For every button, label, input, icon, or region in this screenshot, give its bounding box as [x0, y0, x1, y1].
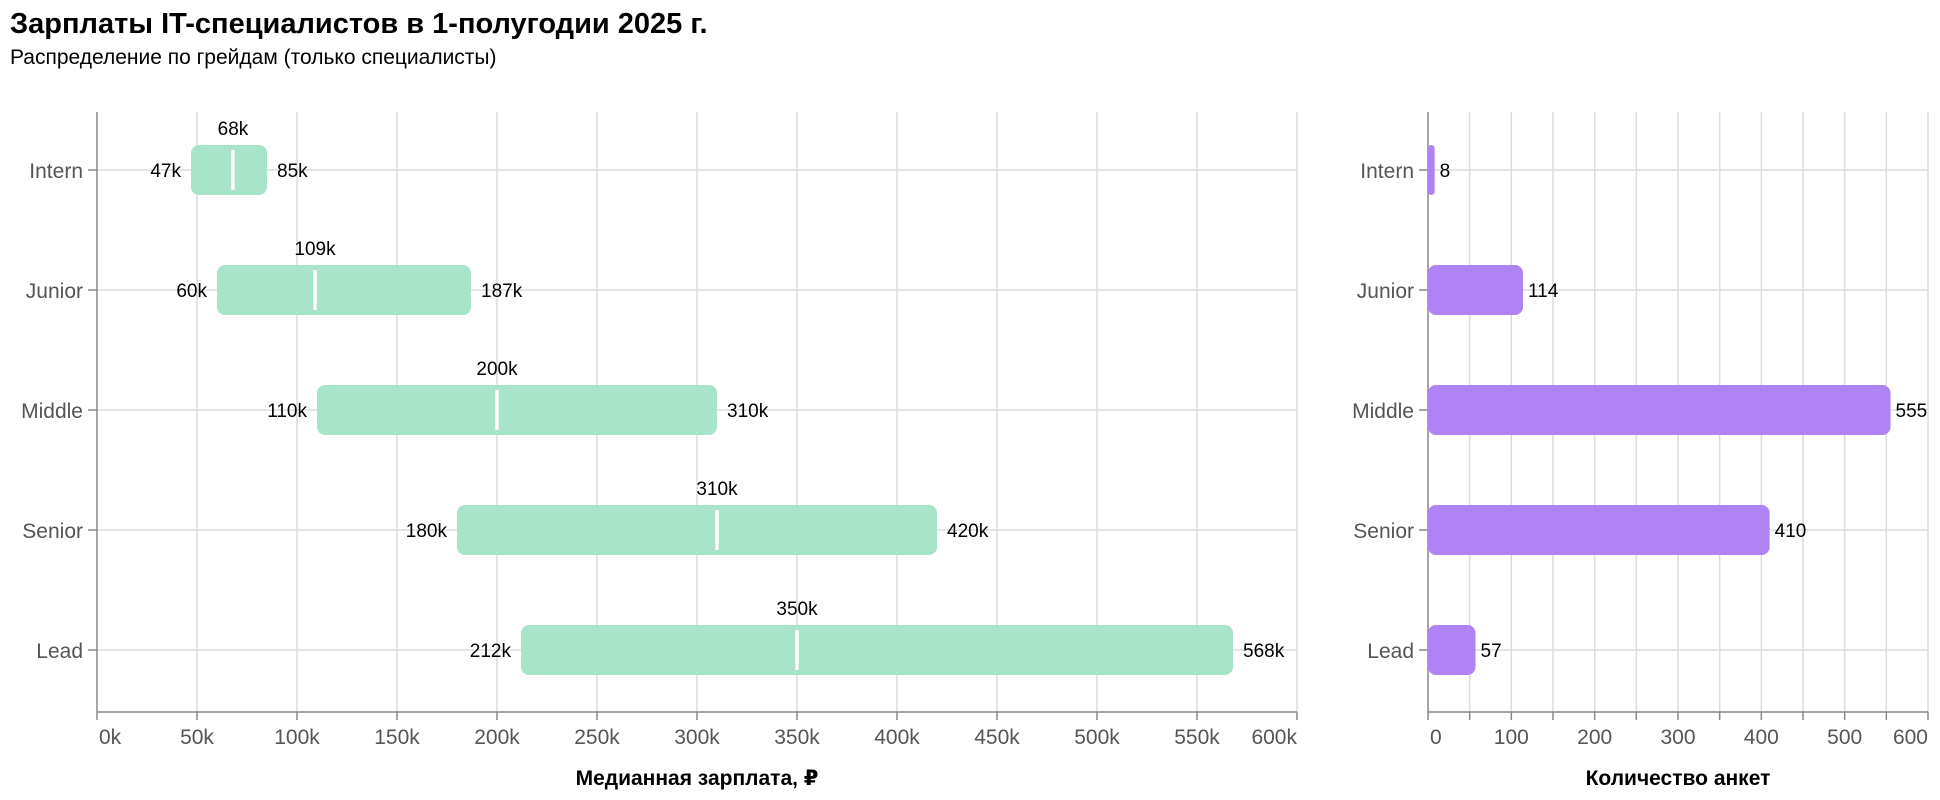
y-tick-label: Senior — [22, 520, 83, 543]
y-tick-label: Lead — [1367, 640, 1414, 663]
x-tick-label: 400k — [874, 726, 920, 749]
count-value-label: 555 — [1896, 401, 1928, 422]
x-tick-label: 350k — [774, 726, 820, 749]
low-value-label: 60k — [176, 281, 207, 302]
chart-title: Зарплаты IT-специалистов в 1-полугодии 2… — [10, 8, 708, 40]
x-tick-label: 550k — [1174, 726, 1220, 749]
x-tick-label: 200 — [1577, 726, 1612, 749]
x-tick-label: 0k — [99, 726, 122, 749]
count-bar — [1428, 625, 1476, 675]
x-tick-label: 300 — [1660, 726, 1695, 749]
x-tick-label: 400 — [1744, 726, 1779, 749]
x-axis-title: Медианная зарплата, ₽ — [576, 767, 819, 790]
range-bar — [457, 505, 937, 555]
high-value-label: 85k — [277, 161, 308, 182]
low-value-label: 110k — [267, 401, 307, 422]
chart-subtitle: Распределение по грейдам (только специал… — [10, 46, 497, 69]
y-tick-label: Senior — [1353, 520, 1414, 543]
x-tick-label: 0 — [1430, 726, 1442, 749]
y-tick-label: Junior — [1357, 280, 1414, 303]
y-tick-label: Middle — [1352, 400, 1414, 423]
count-bar — [1428, 265, 1523, 315]
count-bar — [1428, 505, 1770, 555]
high-value-label: 420k — [947, 521, 989, 542]
x-tick-label: 500 — [1827, 726, 1862, 749]
count-value-label: 8 — [1440, 161, 1451, 182]
median-value-label: 109k — [294, 239, 336, 260]
median-value-label: 200k — [476, 359, 518, 380]
x-tick-label: 300k — [674, 726, 720, 749]
high-value-label: 187k — [481, 281, 523, 302]
x-tick-label: 600 — [1893, 726, 1928, 749]
x-tick-label: 250k — [574, 726, 620, 749]
y-tick-label: Lead — [36, 640, 83, 663]
y-tick-label: Middle — [21, 400, 83, 423]
x-tick-label: 450k — [974, 726, 1020, 749]
x-tick-label: 500k — [1074, 726, 1120, 749]
range-bar — [191, 145, 267, 195]
y-tick-label: Intern — [29, 160, 83, 183]
median-value-label: 350k — [776, 599, 818, 620]
low-value-label: 212k — [470, 641, 512, 662]
median-value-label: 310k — [696, 479, 738, 500]
range-bar — [521, 625, 1233, 675]
count-bar — [1428, 385, 1891, 435]
x-axis-title: Количество анкет — [1586, 767, 1771, 790]
x-tick-label: 200k — [474, 726, 520, 749]
low-value-label: 47k — [150, 161, 181, 182]
range-bar — [317, 385, 717, 435]
count-value-label: 410 — [1775, 521, 1807, 542]
count-value-label: 57 — [1481, 641, 1502, 662]
y-tick-label: Junior — [26, 280, 83, 303]
x-tick-label: 100 — [1494, 726, 1529, 749]
count-bar — [1428, 145, 1435, 195]
x-tick-label: 50k — [180, 726, 214, 749]
x-tick-label: 100k — [274, 726, 320, 749]
median-value-label: 68k — [218, 119, 249, 140]
x-tick-label: 150k — [374, 726, 420, 749]
range-bar — [217, 265, 471, 315]
x-tick-label: 600k — [1251, 726, 1297, 749]
y-tick-label: Intern — [1360, 160, 1414, 183]
high-value-label: 310k — [727, 401, 769, 422]
count-value-label: 114 — [1528, 281, 1559, 302]
low-value-label: 180k — [406, 521, 448, 542]
high-value-label: 568k — [1243, 641, 1285, 662]
